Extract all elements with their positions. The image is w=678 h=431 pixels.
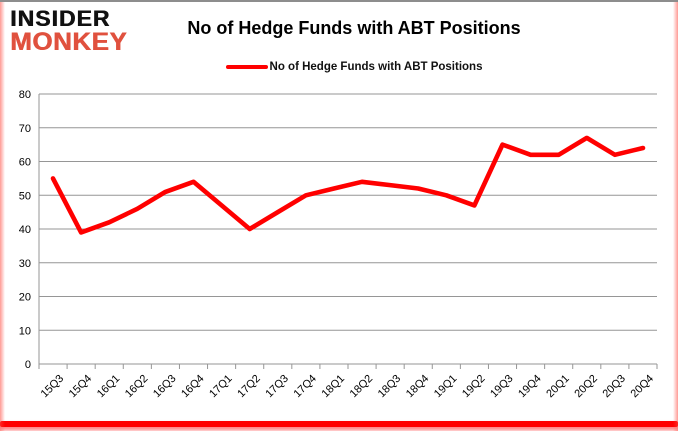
- x-axis-tick-label: 19Q4: [516, 373, 544, 401]
- x-axis-tick-label: 17Q2: [235, 373, 263, 401]
- y-axis-tick-label: 50: [19, 190, 31, 202]
- y-axis-tick-label: 10: [19, 325, 31, 337]
- legend-label: No of Hedge Funds with ABT Positions: [269, 61, 483, 73]
- x-axis-tick-label: 19Q3: [488, 373, 516, 401]
- x-axis-tick-label: 16Q3: [151, 373, 179, 401]
- x-axis-tick-label: 20Q2: [572, 373, 600, 401]
- x-axis-tick-label: 16Q1: [95, 373, 123, 401]
- x-axis-tick-label: 20Q4: [629, 373, 657, 401]
- chart-title: No of Hedge Funds with ABT Positions: [187, 18, 521, 38]
- x-axis-tick-label: 18Q2: [348, 373, 376, 401]
- x-axis-tick-label: 18Q3: [376, 373, 404, 401]
- x-axis-tick-label: 19Q1: [432, 373, 460, 401]
- legend-line-swatch: [225, 64, 268, 70]
- x-axis-tick-label: 16Q2: [123, 373, 151, 401]
- y-axis-tick-label: 20: [19, 292, 31, 304]
- y-axis-tick-label: 40: [19, 224, 31, 236]
- x-axis-tick-label: 16Q4: [179, 373, 207, 401]
- x-axis-tick-label: 20Q1: [544, 373, 572, 401]
- x-axis-tick-label: 15Q4: [67, 373, 95, 401]
- logo-monkey-text: MONKEY: [10, 27, 128, 56]
- x-axis-tick-label: 15Q3: [39, 373, 67, 401]
- x-axis-tick-label: 17Q4: [291, 373, 319, 401]
- x-axis-tick-label: 17Q1: [207, 373, 235, 401]
- x-axis-tick-label: 18Q1: [320, 373, 348, 401]
- y-axis-tick-label: 0: [25, 359, 31, 371]
- x-axis-tick-label: 20Q3: [600, 373, 628, 401]
- legend: No of Hedge Funds with ABT Positions: [30, 61, 678, 73]
- y-axis-tick-label: 30: [19, 258, 31, 270]
- y-axis-tick-label: 70: [19, 123, 31, 135]
- x-axis-tick-label: 17Q3: [263, 373, 291, 401]
- series-line-hedge-funds: [50, 135, 646, 235]
- insider-monkey-logo: INSIDER MONKEY: [10, 8, 127, 55]
- y-axis-tick-label: 80: [19, 89, 31, 101]
- x-axis-tick-label: 19Q2: [460, 373, 488, 401]
- logo-insider-text: INSIDER: [10, 6, 111, 31]
- x-axis-tick-label: 18Q4: [404, 373, 432, 401]
- card-bottom-red-bar: [0, 421, 678, 427]
- y-axis-tick-label: 60: [19, 157, 31, 169]
